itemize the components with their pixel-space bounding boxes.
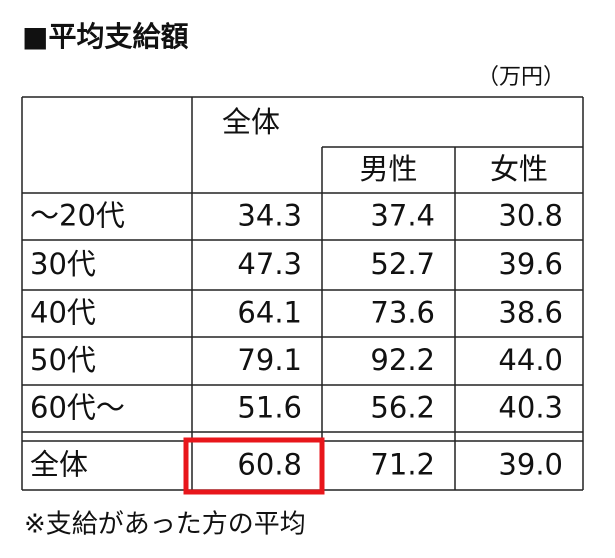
table-value: 40.3 xyxy=(498,391,563,425)
table-value: 47.3 xyxy=(237,247,302,281)
row-label: 50代 xyxy=(30,343,96,377)
table-value: 64.1 xyxy=(237,296,302,330)
table-value: 34.3 xyxy=(237,199,302,233)
table-value: 52.7 xyxy=(370,247,435,281)
table-value: 44.0 xyxy=(498,343,563,377)
highlight-box xyxy=(183,437,325,495)
unit: （万円） xyxy=(477,65,565,90)
table-value: 73.6 xyxy=(370,296,435,330)
table-value: 38.6 xyxy=(498,296,563,330)
column-header: 全体 xyxy=(222,105,280,139)
table-value: 51.6 xyxy=(237,391,302,425)
column-header: 男性 xyxy=(359,152,417,186)
table-value: 37.4 xyxy=(370,199,435,233)
row-label: ～20代 xyxy=(30,199,125,233)
row-label: 30代 xyxy=(30,247,96,281)
column-header: 女性 xyxy=(490,152,548,186)
footnote: ※支給があった方の平均 xyxy=(24,510,306,540)
table-value: 92.2 xyxy=(370,343,435,377)
row-label: 60代～ xyxy=(30,391,125,425)
table-value: 79.1 xyxy=(237,343,302,377)
table-value: 39.6 xyxy=(498,247,563,281)
table-value: 30.8 xyxy=(498,199,563,233)
row-label: 全体 xyxy=(30,448,88,482)
table-value: 60.8 xyxy=(237,448,302,482)
table-value: 39.0 xyxy=(498,448,563,482)
table-value: 71.2 xyxy=(370,448,435,482)
table-value: 56.2 xyxy=(370,391,435,425)
title: ■平均支給額 xyxy=(22,20,188,53)
row-label: 40代 xyxy=(30,296,96,330)
